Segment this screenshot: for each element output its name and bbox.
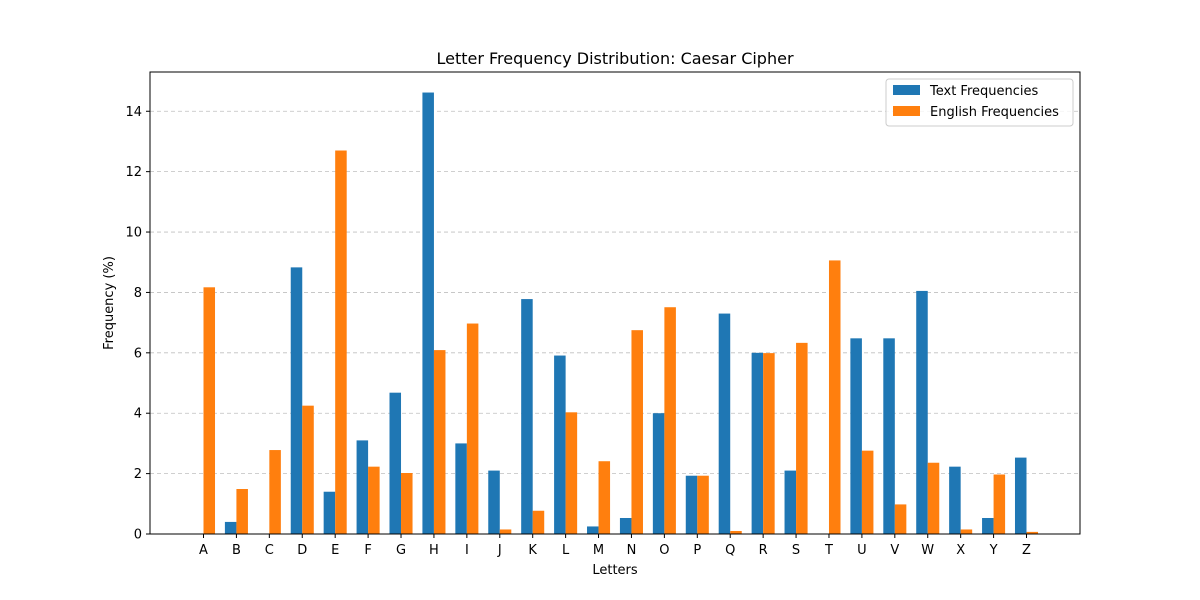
bar-english-frequencies-m bbox=[598, 461, 611, 534]
x-tick-label-k: K bbox=[528, 543, 537, 558]
x-tick-label-b: B bbox=[232, 543, 241, 558]
x-tick-label-h: H bbox=[429, 543, 439, 558]
x-tick-label-g: G bbox=[396, 543, 406, 558]
bar-english-frequencies-a bbox=[203, 287, 216, 534]
y-tick-label: 0 bbox=[134, 528, 142, 543]
x-tick-label-f: F bbox=[364, 543, 371, 558]
bar-english-frequencies-f bbox=[368, 466, 380, 534]
x-tick-label-c: C bbox=[265, 543, 274, 558]
bar-english-frequencies-x bbox=[960, 529, 973, 534]
bar-english-frequencies-e bbox=[335, 150, 347, 534]
y-tick-label: 6 bbox=[134, 346, 142, 361]
bar-text-frequencies-w bbox=[916, 290, 928, 534]
bar-text-frequencies-b bbox=[224, 521, 237, 534]
bar-english-frequencies-b bbox=[236, 489, 248, 534]
x-tick-label-e: E bbox=[331, 543, 339, 558]
x-tick-label-z: Z bbox=[1022, 543, 1031, 558]
bar-english-frequencies-q bbox=[730, 530, 742, 534]
x-tick-label-d: D bbox=[297, 543, 307, 558]
x-tick-label-a: A bbox=[199, 543, 208, 558]
chart-title: Letter Frequency Distribution: Caesar Ci… bbox=[436, 49, 793, 68]
x-tick-label-n: N bbox=[627, 543, 637, 558]
x-axis-label: Letters bbox=[592, 563, 638, 578]
bar-text-frequencies-k bbox=[521, 299, 533, 534]
y-tick-label: 8 bbox=[134, 286, 142, 301]
x-tick-label-x: X bbox=[956, 543, 965, 558]
grid-layer bbox=[150, 110, 1080, 475]
y-tick-label: 4 bbox=[134, 407, 142, 422]
bar-english-frequencies-n bbox=[631, 330, 643, 534]
bar-english-frequencies-o bbox=[664, 307, 676, 534]
bar-text-frequencies-o bbox=[652, 413, 665, 534]
bar-text-frequencies-n bbox=[619, 517, 632, 534]
x-tick-label-q: Q bbox=[725, 543, 735, 558]
bar-english-frequencies-k bbox=[532, 510, 545, 534]
y-tick-label: 2 bbox=[134, 467, 142, 482]
bar-english-frequencies-u bbox=[861, 450, 874, 534]
y-axis-label: Frequency (%) bbox=[102, 256, 117, 350]
bar-english-frequencies-s bbox=[796, 342, 808, 534]
y-tick-label: 14 bbox=[125, 105, 142, 120]
bar-english-frequencies-d bbox=[302, 405, 314, 534]
bar-english-frequencies-i bbox=[466, 323, 479, 534]
y-axis-ticks: 0 2 4 6 8 10 12 14 bbox=[125, 105, 150, 543]
x-tick-label-m: M bbox=[593, 543, 604, 558]
bar-text-frequencies-f bbox=[356, 440, 369, 534]
bar-text-frequencies-g bbox=[389, 392, 402, 534]
bar-text-frequencies-v bbox=[883, 338, 895, 534]
x-tick-label-l: L bbox=[562, 543, 570, 558]
bar-text-frequencies-j bbox=[488, 470, 500, 534]
bar-text-frequencies-y bbox=[982, 517, 994, 534]
legend-box bbox=[885, 78, 1074, 127]
x-tick-label-r: R bbox=[759, 543, 768, 558]
x-tick-label-p: P bbox=[693, 543, 701, 558]
legend-swatch-english-frequencies bbox=[893, 106, 920, 116]
x-tick-label-o: O bbox=[659, 543, 669, 558]
bars-layer bbox=[203, 92, 1039, 535]
bar-english-frequencies-t bbox=[828, 260, 841, 534]
bar-text-frequencies-u bbox=[850, 338, 862, 534]
bar-text-frequencies-d bbox=[290, 267, 303, 534]
plot-frame bbox=[149, 71, 1081, 535]
legend: Text Frequencies English Frequencies bbox=[885, 78, 1074, 127]
legend-label-english-frequencies: English Frequencies bbox=[930, 105, 1059, 120]
bar-english-frequencies-p bbox=[697, 475, 709, 534]
bar-text-frequencies-s bbox=[784, 470, 797, 534]
x-tick-label-y: Y bbox=[989, 543, 998, 558]
y-tick-label: 10 bbox=[125, 226, 142, 241]
bar-english-frequencies-r bbox=[763, 353, 775, 534]
bar-english-frequencies-w bbox=[927, 462, 940, 534]
bar-english-frequencies-h bbox=[433, 350, 446, 534]
bar-text-frequencies-m bbox=[587, 526, 599, 534]
bar-english-frequencies-z bbox=[1026, 531, 1039, 534]
x-tick-label-u: U bbox=[857, 543, 867, 558]
bar-english-frequencies-y bbox=[993, 474, 1006, 534]
x-tick-label-w: W bbox=[921, 543, 934, 558]
bar-text-frequencies-e bbox=[323, 491, 336, 534]
bar-text-frequencies-h bbox=[422, 92, 434, 535]
bar-text-frequencies-l bbox=[554, 355, 566, 534]
bar-english-frequencies-j bbox=[499, 529, 512, 534]
x-tick-label-s: S bbox=[792, 543, 800, 558]
y-tick-label: 12 bbox=[125, 165, 142, 180]
bar-text-frequencies-p bbox=[685, 475, 698, 534]
legend-swatch-text-frequencies bbox=[893, 85, 920, 95]
bar-text-frequencies-r bbox=[751, 352, 764, 534]
x-tick-label-i: I bbox=[465, 543, 469, 558]
bar-text-frequencies-q bbox=[718, 313, 731, 534]
bar-english-frequencies-l bbox=[565, 412, 578, 534]
bar-english-frequencies-v bbox=[894, 504, 907, 534]
bar-text-frequencies-z bbox=[1014, 457, 1027, 534]
bar-english-frequencies-c bbox=[269, 450, 281, 534]
bar-english-frequencies-g bbox=[401, 473, 413, 534]
x-tick-label-j: J bbox=[497, 543, 502, 558]
bar-text-frequencies-i bbox=[455, 443, 467, 534]
legend-label-text-frequencies: Text Frequencies bbox=[929, 84, 1038, 99]
x-axis-ticks: A B C D E F G H I J K L M N O P Q R S T U V W X Y Z bbox=[199, 534, 1031, 558]
x-tick-label-v: V bbox=[890, 543, 899, 558]
bar-text-frequencies-x bbox=[949, 466, 961, 534]
x-tick-label-t: T bbox=[824, 543, 833, 558]
